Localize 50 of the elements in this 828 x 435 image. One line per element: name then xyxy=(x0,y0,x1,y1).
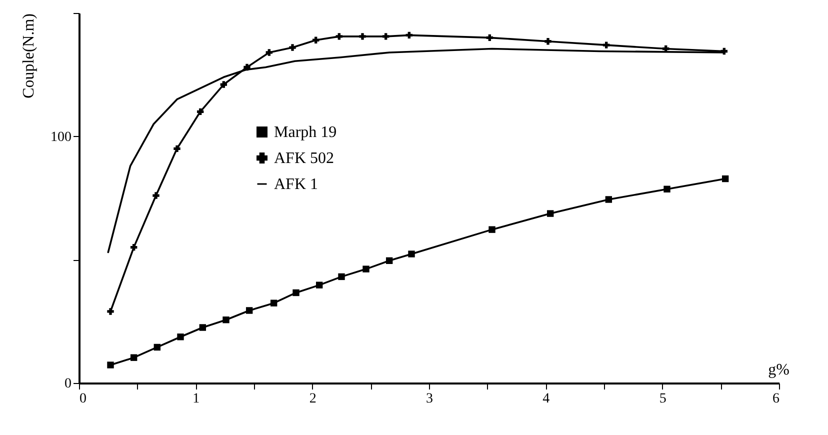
point xyxy=(382,33,390,40)
x-tick-label: 4 xyxy=(542,392,550,406)
point xyxy=(408,250,415,258)
point xyxy=(266,49,273,56)
point xyxy=(154,344,161,351)
point xyxy=(270,300,278,306)
x-tick-label: 0 xyxy=(80,392,86,406)
point xyxy=(486,34,494,42)
point xyxy=(722,175,729,182)
point xyxy=(244,64,250,71)
point xyxy=(386,257,393,264)
point xyxy=(546,210,554,217)
point xyxy=(544,38,552,45)
y-axis-title: Couple(N.m) xyxy=(20,14,38,98)
legend-label: Marph 19 xyxy=(274,124,337,141)
point xyxy=(359,33,366,40)
legend-label: AFK 502 xyxy=(274,150,334,167)
point xyxy=(177,334,184,340)
point xyxy=(130,354,138,361)
x-tick-label: 1 xyxy=(192,392,200,406)
point xyxy=(220,81,228,88)
point xyxy=(605,196,612,203)
point xyxy=(488,226,496,233)
point xyxy=(246,307,253,314)
x-tick-label: 6 xyxy=(772,392,780,406)
point xyxy=(174,145,180,152)
legend-label: AFK 1 xyxy=(274,176,318,193)
point xyxy=(107,362,114,368)
x-axis-title: g% xyxy=(768,362,790,378)
point xyxy=(362,266,370,272)
x-tick-label: 3 xyxy=(426,392,433,406)
point xyxy=(664,186,670,192)
point xyxy=(406,32,413,39)
x-tick-label: 5 xyxy=(659,392,666,406)
point xyxy=(196,108,204,116)
point xyxy=(602,42,610,48)
point xyxy=(107,308,114,315)
point xyxy=(336,33,343,40)
y-tick-label: 100 xyxy=(50,130,72,145)
point xyxy=(222,316,230,324)
point xyxy=(289,44,296,51)
point xyxy=(130,244,138,251)
point xyxy=(312,36,320,44)
point xyxy=(316,282,323,288)
point xyxy=(292,289,300,296)
point xyxy=(720,48,728,55)
point xyxy=(199,324,206,331)
point xyxy=(152,192,160,199)
point xyxy=(338,273,345,280)
x-tick-label: 2 xyxy=(309,392,316,406)
